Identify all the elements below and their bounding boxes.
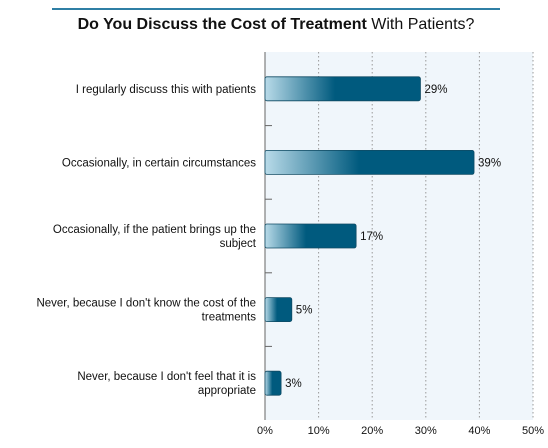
category-label: Never, because I don't know the cost of … bbox=[36, 298, 256, 310]
category-label: subject bbox=[220, 238, 257, 250]
chart-title-block: Do You Discuss the Cost of Treatment Wit… bbox=[52, 8, 500, 34]
bar bbox=[264, 76, 421, 102]
bar bbox=[264, 370, 282, 396]
bar bbox=[264, 223, 357, 249]
chart-title-regular: With Patients? bbox=[366, 16, 475, 33]
value-label: 29% bbox=[424, 84, 447, 96]
x-tick-label: 30% bbox=[415, 425, 437, 437]
value-label: 3% bbox=[285, 378, 302, 390]
x-tick-label: 0% bbox=[257, 425, 273, 437]
x-tick-label: 50% bbox=[522, 425, 544, 437]
category-label: appropriate bbox=[198, 385, 256, 397]
category-label: Occasionally, in certain circumstances bbox=[62, 157, 256, 169]
chart-title-bold: Do You Discuss the Cost of Treatment bbox=[77, 16, 367, 33]
chart-title: Do You Discuss the Cost of Treatment Wit… bbox=[52, 16, 500, 34]
x-tick-label: 20% bbox=[361, 425, 383, 437]
value-label: 17% bbox=[360, 231, 383, 243]
bar bbox=[264, 297, 293, 323]
title-rule bbox=[52, 8, 500, 10]
bar bbox=[264, 149, 475, 175]
x-tick-label: 10% bbox=[308, 425, 330, 437]
value-label: 5% bbox=[296, 305, 313, 317]
x-tick-label: 40% bbox=[468, 425, 490, 437]
value-label: 39% bbox=[478, 157, 501, 169]
category-label: treatments bbox=[202, 312, 257, 324]
category-label: I regularly discuss this with patients bbox=[76, 84, 256, 96]
category-label: Occasionally, if the patient brings up t… bbox=[53, 224, 256, 236]
category-label: Never, because I don't feel that it is bbox=[77, 371, 256, 383]
